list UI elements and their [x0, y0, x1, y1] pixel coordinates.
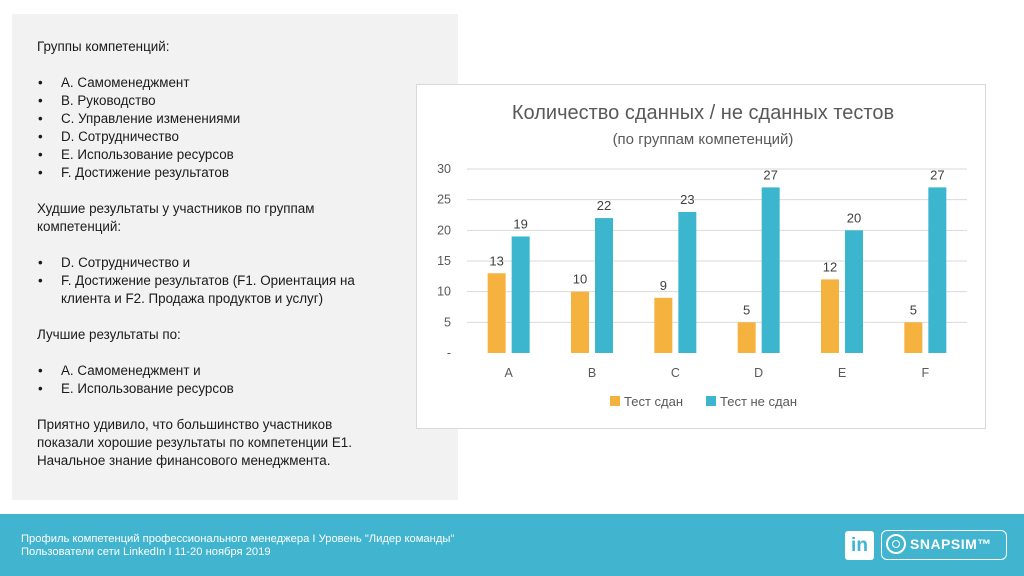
data-label: 27 — [930, 167, 944, 182]
worst-list: D. Сотрудничество и F. Достижение резуль… — [37, 254, 434, 308]
data-label: 19 — [513, 216, 527, 231]
bar-passed-D — [737, 322, 756, 353]
conclusion-text: Приятно удивило, что большинство участни… — [37, 417, 352, 468]
bar-chart: Количество сданных / не сданных тестов (… — [416, 84, 986, 429]
bar-failed-F — [928, 187, 947, 353]
list-item: E. Использование ресурсов — [37, 146, 434, 164]
list-item: F. Достижение результатов — [37, 164, 434, 182]
x-tick-label: A — [504, 366, 513, 380]
data-label: 9 — [660, 278, 667, 293]
data-label: 12 — [823, 259, 837, 274]
y-tick-label: 15 — [437, 254, 451, 268]
legend-label: Тест сдан — [624, 394, 683, 409]
bar-passed-E — [821, 279, 839, 353]
chart-title: Количество сданных / не сданных тестов — [512, 102, 894, 124]
x-tick-label: F — [922, 366, 930, 380]
y-tick-label: 5 — [444, 315, 451, 329]
chart-canvas: Количество сданных / не сданных тестов (… — [437, 102, 967, 409]
list-item: A. Самоменеджмент — [37, 74, 434, 92]
chart-subtitle: (по группам компетенций) — [613, 131, 794, 148]
groups-heading: Группы компетенций: — [37, 39, 170, 54]
bar-failed-C — [678, 211, 697, 353]
bar-failed-D — [761, 187, 780, 353]
snapsim-logo-text: SNAPSIM™ — [910, 536, 992, 552]
bar-failed-A — [511, 236, 530, 353]
legend-label: Тест не сдан — [720, 394, 797, 409]
list-item: B. Руководство — [37, 92, 434, 110]
footer-bar: Профиль компетенций профессионального ме… — [0, 514, 1024, 576]
list-item: D. Сотрудничество — [37, 128, 434, 146]
data-label: 22 — [597, 198, 611, 213]
bar-failed-B — [595, 218, 613, 353]
y-tick-label: 20 — [437, 223, 451, 237]
groups-list: A. Самоменеджмент B. Руководство C. Упра… — [37, 74, 434, 182]
data-label: 5 — [743, 302, 750, 317]
bar-passed-B — [571, 291, 589, 353]
best-heading: Лучшие результаты по: — [37, 327, 181, 342]
x-tick-label: D — [754, 366, 763, 380]
legend-swatch — [610, 396, 620, 406]
y-tick-label: - — [447, 346, 451, 360]
bar-passed-A — [487, 273, 506, 353]
bar-passed-F — [904, 322, 923, 353]
list-item: E. Использование ресурсов — [37, 380, 434, 398]
y-tick-label: 10 — [437, 285, 451, 299]
data-label: 13 — [489, 253, 503, 268]
y-tick-label: 25 — [437, 193, 451, 207]
worst-heading: Худшие результаты у участников по группа… — [37, 201, 315, 234]
snapsim-logo: SNAPSIM™ — [881, 530, 1007, 560]
data-label: 23 — [680, 192, 694, 207]
list-item: D. Сотрудничество и — [37, 254, 434, 272]
list-item: F. Достижение результатов (F1. Ориентаци… — [37, 272, 391, 308]
footer-line-1: Профиль компетенций профессионального ме… — [21, 533, 455, 545]
legend-swatch — [706, 396, 716, 406]
text-panel: Группы компетенций: A. Самоменеджмент B.… — [12, 14, 458, 500]
data-label: 5 — [910, 302, 917, 317]
x-tick-label: B — [588, 366, 596, 380]
best-list: A. Самоменеджмент и E. Использование рес… — [37, 362, 434, 398]
data-label: 27 — [763, 167, 777, 182]
bar-passed-C — [654, 297, 673, 353]
snapsim-logo-icon — [886, 534, 906, 554]
x-tick-label: C — [671, 366, 680, 380]
data-label: 20 — [847, 210, 861, 225]
list-item: C. Управление изменениями — [37, 110, 434, 128]
x-tick-label: E — [838, 366, 846, 380]
data-label: 10 — [573, 272, 587, 287]
bar-failed-E — [845, 230, 863, 353]
linkedin-icon[interactable]: in — [845, 531, 874, 560]
footer-line-2: Пользователи сети LinkedIn I 11-20 ноябр… — [21, 546, 271, 558]
list-item: A. Самоменеджмент и — [37, 362, 434, 380]
y-tick-label: 30 — [437, 162, 451, 176]
